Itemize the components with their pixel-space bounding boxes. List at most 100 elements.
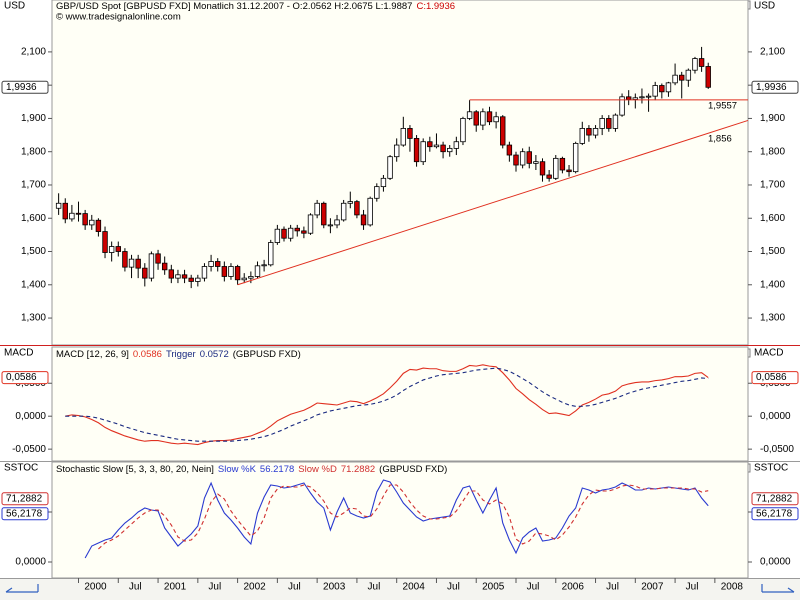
y-tick-label: -0,0500 [12, 444, 46, 455]
candle-body [148, 253, 155, 279]
candle-body [307, 214, 314, 234]
candle-body [122, 251, 128, 268]
candle-body [321, 202, 327, 226]
header-title: MACD [12, 26, 9] [56, 349, 129, 360]
candle-body [486, 111, 493, 123]
candle-body [380, 177, 387, 188]
candle-body [473, 111, 479, 126]
candle-body [168, 269, 175, 279]
axis-title: USD [4, 1, 25, 12]
current-value-label: 1,9936 [756, 82, 787, 93]
candle-body [374, 186, 380, 199]
candle-body [705, 66, 711, 88]
current-value-label: 71,2882 [6, 493, 43, 504]
header-source: (GBPUSD FXD) [379, 464, 447, 475]
current-value-label: 1,9936 [6, 82, 37, 93]
time-axis-bg [0, 578, 800, 600]
candle-body [55, 202, 62, 209]
header-series-value: 56.2178 [260, 464, 294, 475]
x-tick-label: Jul [447, 582, 460, 593]
candle-body [301, 230, 307, 234]
candle-body [612, 114, 619, 129]
candle-body [480, 111, 486, 126]
x-tick-label: 2001 [164, 582, 187, 593]
candle-body [281, 228, 287, 239]
candle-body [619, 96, 625, 116]
candle-body [155, 253, 161, 264]
candle-body [692, 58, 698, 71]
candle-body [546, 174, 552, 179]
candle-body [89, 219, 95, 226]
candle-body [460, 118, 466, 143]
x-tick-label: 2002 [243, 582, 266, 593]
candle-body [69, 212, 75, 220]
candle-body [599, 118, 605, 129]
candle-body [201, 266, 208, 279]
panel-header: Stochastic Slow [5, 3, 3, 80, 20, Nein] S… [56, 464, 447, 475]
candle-body [533, 161, 539, 164]
candle-body [228, 266, 234, 277]
candle-body [367, 197, 373, 226]
trend-line-label: 1,856 [708, 134, 732, 145]
candle-body [453, 141, 460, 149]
header-source: (GBPUSD FXD) [233, 349, 301, 360]
candle-body [334, 219, 340, 226]
y-tick-label: 1,900 [21, 113, 46, 124]
candle-body [241, 277, 247, 281]
axis-title: MACD [4, 348, 33, 359]
y-tick-label: 1,700 [21, 180, 46, 191]
current-value-box [1, 507, 49, 521]
header-series-value: 71.2882 [341, 464, 375, 475]
candle-body [75, 212, 82, 215]
candle-body [672, 74, 678, 84]
candle-body [95, 219, 102, 232]
y-tick-label: 0,0000 [760, 411, 791, 422]
panel-header: MACD [12, 26, 9] 0.0586 Trigger 0.0572 (GBPU… [56, 349, 301, 360]
candle-body [559, 157, 566, 171]
candle-body [268, 242, 274, 266]
candle-body [539, 161, 546, 176]
current-value-label: 0,0586 [756, 372, 787, 383]
candle-body [360, 214, 367, 226]
y-tick-label: 1,300 [760, 313, 785, 324]
axis-title: SSTOC [754, 463, 788, 474]
x-tick-label: 2005 [482, 582, 505, 593]
plot-area [51, 461, 749, 579]
candle-body [679, 74, 685, 81]
y-tick-label: 1,500 [760, 246, 785, 257]
candle-body [400, 128, 407, 146]
candle-body [506, 144, 513, 156]
x-tick-label: Jul [368, 582, 381, 593]
scroll-right-arrow[interactable] [761, 584, 795, 593]
current-value-label: 0,0586 [6, 372, 37, 383]
trend-line [237, 119, 749, 286]
y-tick-label: 1,500 [21, 246, 46, 257]
current-value-label: 56,2178 [6, 508, 43, 519]
y-tick-label: 1,300 [21, 313, 46, 324]
x-tick-label: Jul [129, 582, 142, 593]
y-tick-label: 1,400 [760, 279, 785, 290]
plot-area [51, 346, 749, 462]
y-tick-label: 1,700 [760, 180, 785, 191]
candle-body [294, 227, 300, 232]
candle-body [519, 151, 526, 166]
header-series-name: Slow %D [298, 464, 337, 475]
candle-body [314, 202, 320, 216]
scroll-left-arrow[interactable] [5, 584, 39, 593]
y-tick-label: 1,800 [21, 146, 46, 157]
candle-body [161, 262, 168, 271]
series-line [84, 479, 709, 559]
scroll-arrows[interactable] [5, 584, 795, 593]
candle-body [248, 276, 254, 279]
candle-body [606, 118, 612, 129]
candle-body [553, 157, 559, 179]
x-tick-label: 2004 [403, 582, 426, 593]
header-subtitle: © www.tradesignalonline.com [56, 12, 181, 23]
current-value-label: 56,2178 [756, 508, 793, 519]
candle-body [513, 154, 519, 166]
candle-body [579, 128, 585, 144]
header-close: C:1.9936 [416, 1, 455, 12]
axis-title: MACD [754, 348, 783, 359]
y-tick-label: 0,0000 [760, 557, 791, 568]
candle-body [208, 261, 214, 267]
